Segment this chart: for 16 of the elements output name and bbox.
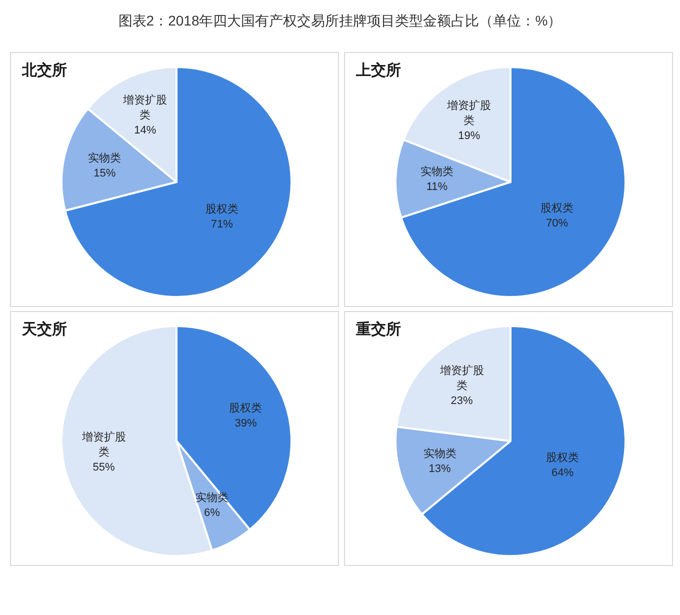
data-label: 股权类 64% [546, 452, 580, 479]
data-label: 增资扩股类 23% [440, 364, 484, 407]
data-label: 增资扩股类 19% [447, 100, 492, 142]
data-label: 股权类 39% [229, 402, 262, 430]
data-label: 实物类 15% [88, 152, 122, 180]
data-label: 股权类 71% [205, 204, 238, 231]
panel-title: 上交所 [356, 62, 401, 79]
data-label: 股权类 70% [540, 202, 574, 230]
caption: 图表2：2018年四大国有产权交易所挂牌项目类型金额占比（单位：%） [118, 12, 562, 29]
data-label: 增资扩股类 14% [123, 94, 168, 136]
panel-title: 北交所 [22, 62, 67, 79]
panel-title: 重交所 [356, 321, 401, 338]
data-label: 实物类 13% [423, 448, 456, 475]
data-label: 实物类 11% [420, 166, 454, 194]
data-label: 增资扩股类 55% [82, 431, 126, 474]
panel-title: 天交所 [22, 321, 67, 338]
